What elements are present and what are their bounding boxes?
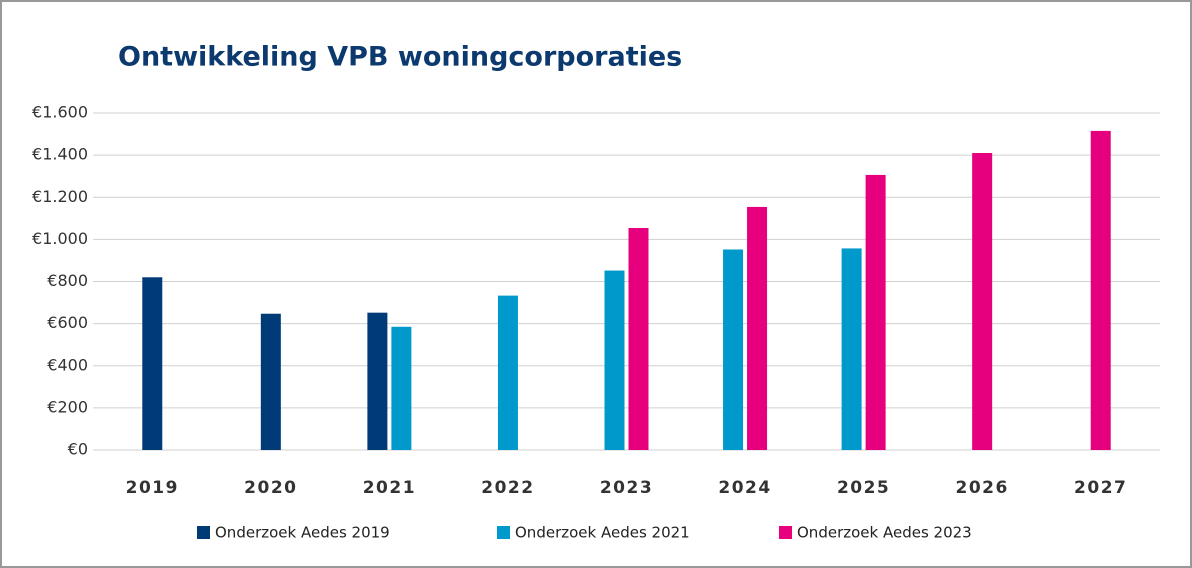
- x-tick-label: 2025: [837, 478, 890, 498]
- y-tick-label: €1.600: [32, 103, 88, 122]
- y-tick-label: €1.400: [32, 145, 88, 164]
- legend-label: Onderzoek Aedes 2023: [797, 524, 972, 542]
- legend-label: Onderzoek Aedes 2021: [515, 524, 690, 542]
- x-tick-label: 2019: [126, 478, 179, 498]
- y-tick-label: €0: [68, 440, 88, 459]
- bar: [841, 248, 862, 450]
- x-tick-label: 2026: [956, 478, 1009, 498]
- y-tick-label: €1.200: [32, 187, 88, 206]
- bar: [142, 277, 163, 450]
- x-tick-label: 2023: [600, 478, 653, 498]
- x-tick-label: 2027: [1074, 478, 1127, 498]
- bar: [865, 174, 886, 450]
- bar: [260, 313, 281, 450]
- legend-swatch: [197, 526, 210, 539]
- y-tick-label: €1.000: [32, 229, 88, 248]
- x-tick-label: 2022: [481, 478, 534, 498]
- legend-swatch: [497, 526, 510, 539]
- x-tick-label: 2024: [718, 478, 771, 498]
- bar: [972, 153, 993, 451]
- bar: [628, 228, 649, 450]
- y-tick-label: €200: [47, 397, 88, 416]
- bar: [604, 270, 625, 450]
- y-tick-label: €800: [47, 271, 88, 290]
- x-tick-label: 2020: [244, 478, 297, 498]
- chart-title: Ontwikkeling VPB woningcorporaties: [118, 42, 682, 73]
- bar: [1090, 130, 1111, 450]
- bar: [497, 295, 518, 450]
- x-tick-label: 2021: [363, 478, 416, 498]
- bar: [723, 249, 744, 450]
- bar: [747, 206, 768, 450]
- y-tick-label: €400: [47, 355, 88, 374]
- y-tick-label: €600: [47, 313, 88, 332]
- legend-label: Onderzoek Aedes 2019: [215, 524, 390, 542]
- bar: [391, 326, 412, 450]
- legend-swatch: [779, 526, 792, 539]
- bar: [367, 312, 388, 450]
